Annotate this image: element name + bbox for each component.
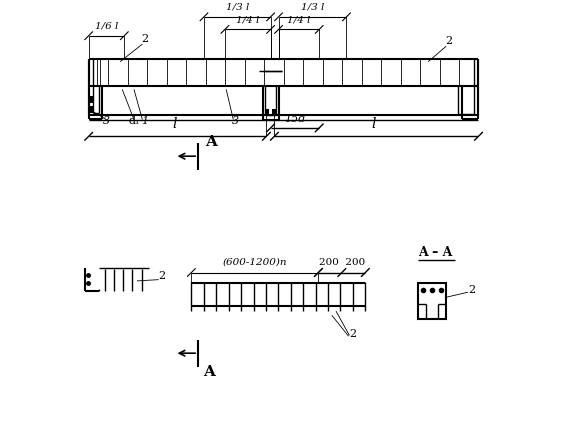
Text: 2: 2 bbox=[445, 36, 453, 46]
Text: d₁: d₁ bbox=[128, 116, 140, 126]
Text: 200  200: 200 200 bbox=[319, 258, 365, 267]
Text: 1/3 l: 1/3 l bbox=[301, 2, 324, 11]
Text: 1/4 l: 1/4 l bbox=[236, 15, 260, 24]
Text: 3: 3 bbox=[102, 116, 110, 126]
Text: A: A bbox=[205, 135, 217, 149]
Text: 2: 2 bbox=[468, 285, 475, 295]
Bar bbox=[90, 106, 94, 113]
Text: 1/3 l: 1/3 l bbox=[226, 2, 249, 11]
Text: 15d: 15d bbox=[284, 114, 306, 124]
Text: 2: 2 bbox=[142, 34, 149, 44]
Text: 1/4 l: 1/4 l bbox=[287, 15, 311, 24]
Text: 2: 2 bbox=[158, 271, 166, 281]
Text: 3: 3 bbox=[232, 116, 239, 126]
Text: (600-1200)n: (600-1200)n bbox=[222, 258, 287, 267]
Bar bbox=[418, 283, 446, 319]
Bar bbox=[90, 96, 94, 103]
Text: A – A: A – A bbox=[418, 246, 453, 259]
Text: 1: 1 bbox=[141, 116, 148, 126]
Bar bbox=[266, 109, 269, 114]
Text: A: A bbox=[203, 365, 215, 379]
Text: l: l bbox=[372, 117, 376, 131]
Bar bbox=[272, 109, 276, 114]
Text: 1/6 l: 1/6 l bbox=[95, 21, 118, 30]
Text: l: l bbox=[172, 117, 177, 131]
Text: 2: 2 bbox=[349, 330, 356, 339]
